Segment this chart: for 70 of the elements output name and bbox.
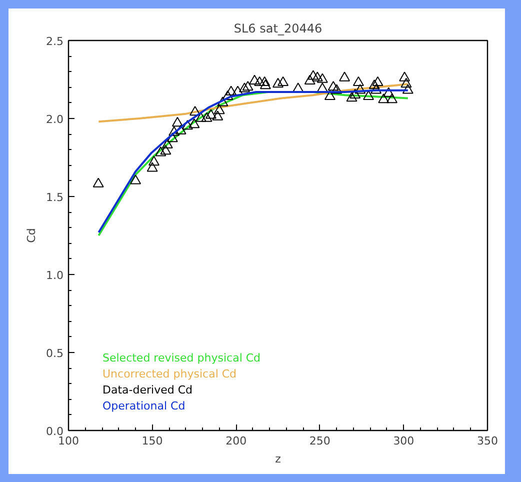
point xyxy=(130,174,142,184)
point xyxy=(370,84,382,94)
point xyxy=(188,118,200,128)
point xyxy=(354,84,366,94)
point xyxy=(383,87,394,97)
point xyxy=(162,138,173,148)
point xyxy=(201,112,212,122)
y-tick-label: 2.5 xyxy=(46,35,64,48)
point xyxy=(350,88,361,98)
point xyxy=(402,84,414,94)
point xyxy=(214,104,225,114)
point xyxy=(212,110,224,120)
x-tick-label: 350 xyxy=(477,434,498,448)
point xyxy=(316,73,328,83)
point xyxy=(346,92,358,102)
point xyxy=(168,126,180,136)
point xyxy=(148,156,160,166)
point xyxy=(205,109,216,119)
point xyxy=(399,72,410,82)
point xyxy=(222,90,234,100)
point xyxy=(172,116,183,127)
text: Selected revised physical Cd xyxy=(102,352,261,364)
x-tick-label: 250 xyxy=(309,434,330,448)
point xyxy=(259,76,270,86)
y-tick-label: 0.5 xyxy=(46,347,64,360)
point xyxy=(260,79,271,90)
x-axis-title: z xyxy=(275,452,282,466)
point xyxy=(242,81,254,91)
point xyxy=(160,144,172,155)
point xyxy=(272,78,284,88)
y-tick-label: 1.0 xyxy=(46,269,64,282)
point xyxy=(372,76,384,86)
y-tick-label: 2.0 xyxy=(46,113,64,126)
chart-title: SL6 sat_20446 xyxy=(234,22,322,36)
point xyxy=(352,76,364,86)
point xyxy=(217,96,228,106)
point xyxy=(400,78,412,88)
point xyxy=(339,72,350,82)
point xyxy=(195,112,206,122)
x-tick-label: 150 xyxy=(142,434,163,448)
x-tick-label: 300 xyxy=(393,434,414,448)
x-tick-label: 200 xyxy=(226,434,247,448)
point xyxy=(254,76,266,86)
point xyxy=(278,76,289,86)
point xyxy=(226,86,237,96)
text: Data-derived Cd xyxy=(102,384,192,396)
point xyxy=(232,86,244,96)
point xyxy=(324,90,336,100)
point xyxy=(92,178,104,188)
point xyxy=(238,82,250,92)
text: Uncorrected physical Cd xyxy=(102,368,237,380)
point xyxy=(312,72,323,82)
y-tick-label: 1.5 xyxy=(46,191,64,204)
point xyxy=(146,162,158,172)
point xyxy=(249,74,260,84)
point xyxy=(363,90,374,100)
point xyxy=(190,106,201,116)
y-axis-title: Cd xyxy=(25,228,38,243)
point xyxy=(368,79,380,90)
point xyxy=(166,132,178,142)
point xyxy=(308,70,319,80)
point xyxy=(331,84,342,94)
point xyxy=(386,94,398,104)
point xyxy=(182,120,193,130)
point xyxy=(378,94,390,104)
text: Operational Cd xyxy=(102,400,186,412)
point xyxy=(304,74,316,84)
point xyxy=(175,124,186,134)
point xyxy=(155,146,166,156)
point xyxy=(328,81,339,91)
